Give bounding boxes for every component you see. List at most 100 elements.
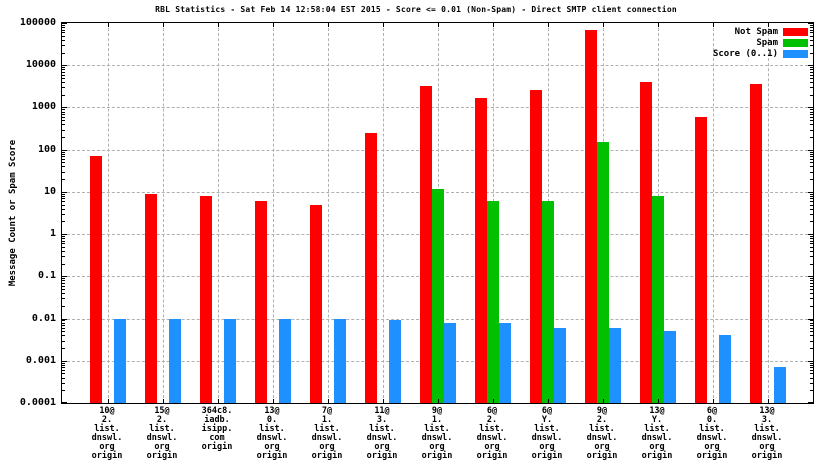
- x-axis-label: 9@ 2. list. dnswl. org origin: [586, 406, 618, 461]
- axis-tick: [62, 111, 65, 113]
- axis-tick: [163, 23, 164, 27]
- axis-tick: [62, 285, 65, 287]
- axis-tick: [810, 382, 813, 384]
- axis-tick: [62, 263, 65, 265]
- axis-tick: [62, 250, 65, 252]
- axis-tick: [713, 23, 714, 27]
- axis-tick: [62, 94, 65, 96]
- axis-tick: [810, 335, 813, 337]
- axis-tick: [218, 23, 219, 27]
- axis-tick: [810, 124, 813, 126]
- axis-tick: [62, 367, 65, 369]
- axis-tick: [810, 39, 813, 41]
- axis-tick: [62, 113, 65, 115]
- x-axis-label: 6@ 0. list. dnswl. org origin: [696, 406, 728, 461]
- axis-tick: [62, 348, 65, 350]
- bar-not-spam: [255, 201, 267, 403]
- axis-tick: [810, 171, 813, 173]
- axis-tick: [810, 153, 813, 155]
- bar-spam: [432, 188, 444, 403]
- y-axis-tick-label: 0.01: [31, 312, 56, 324]
- x-axis-label: 7@ 1. list. dnswl. org origin: [311, 406, 343, 461]
- axis-tick: [62, 293, 65, 295]
- axis-tick: [603, 23, 604, 27]
- axis-tick: [62, 204, 65, 206]
- bar-score-0-1: [774, 367, 786, 403]
- axis-tick: [62, 213, 65, 215]
- axis-tick: [62, 159, 65, 161]
- axis-tick: [62, 402, 67, 403]
- axis-tick: [548, 23, 549, 27]
- axis-tick: [713, 399, 714, 403]
- axis-tick: [810, 201, 813, 203]
- bar-spam: [652, 195, 664, 403]
- bar-not-spam: [640, 81, 652, 403]
- axis-tick: [62, 322, 65, 324]
- bar-not-spam: [475, 97, 487, 403]
- axis-tick: [493, 23, 494, 27]
- axis-tick: [810, 69, 813, 71]
- chart-title: RBL Statistics - Sat Feb 14 12:58:04 EST…: [155, 5, 677, 14]
- axis-tick: [810, 221, 813, 223]
- axis-tick: [328, 399, 329, 403]
- axis-tick: [810, 263, 813, 265]
- x-axis-label: 15@ 2. list. dnswl. org origin: [146, 406, 178, 461]
- v-gridline: [218, 23, 219, 403]
- axis-tick: [810, 348, 813, 350]
- axis-tick: [218, 399, 219, 403]
- bar-spam: [487, 201, 499, 403]
- axis-tick: [810, 94, 813, 96]
- axis-tick: [62, 282, 65, 284]
- axis-tick: [62, 24, 65, 26]
- axis-tick: [810, 213, 813, 215]
- bar-score-0-1: [609, 327, 621, 403]
- axis-tick: [810, 129, 813, 131]
- axis-tick: [810, 390, 813, 392]
- axis-tick: [62, 240, 65, 242]
- axis-tick: [808, 402, 813, 403]
- x-axis-label: 6@ Y. list. dnswl. org origin: [531, 406, 563, 461]
- axis-tick: [493, 399, 494, 403]
- bar-score-0-1: [554, 327, 566, 403]
- axis-tick: [810, 193, 813, 195]
- axis-tick: [62, 238, 65, 240]
- axis-tick: [328, 23, 329, 27]
- axis-tick: [62, 370, 65, 372]
- bar-not-spam: [585, 29, 597, 403]
- axis-tick: [808, 276, 813, 278]
- axis-tick: [658, 23, 659, 27]
- axis-tick: [62, 360, 67, 362]
- axis-tick: [810, 120, 813, 122]
- axis-tick: [810, 45, 813, 47]
- h-gridline: [62, 149, 813, 151]
- bar-spam: [542, 201, 554, 403]
- axis-tick: [808, 318, 813, 320]
- axis-tick: [810, 151, 813, 153]
- axis-tick: [62, 65, 67, 67]
- axis-tick: [810, 325, 813, 327]
- axis-tick: [62, 243, 65, 245]
- y-axis-tick-label: 0.0001: [19, 397, 56, 408]
- x-axis-label: 6@ 2. list. dnswl. org origin: [476, 406, 508, 461]
- x-axis-label: 13@ 3. list. dnswl. org origin: [751, 406, 783, 461]
- bar-not-spam: [695, 116, 707, 403]
- axis-tick: [810, 243, 813, 245]
- axis-tick: [810, 162, 813, 164]
- axis-tick: [62, 298, 65, 300]
- y-axis-tick-label: 1: [49, 228, 56, 240]
- axis-tick: [810, 24, 813, 26]
- axis-tick: [62, 129, 65, 131]
- v-gridline: [273, 23, 274, 403]
- axis-tick: [62, 156, 65, 158]
- axis-tick: [108, 23, 109, 27]
- axis-tick: [62, 45, 65, 47]
- axis-tick: [62, 276, 67, 278]
- axis-tick: [62, 107, 67, 109]
- v-gridline: [108, 23, 109, 403]
- axis-tick: [810, 246, 813, 248]
- bar-not-spam: [530, 89, 542, 403]
- bar-not-spam: [750, 84, 762, 403]
- legend-label: Spam: [756, 38, 778, 48]
- axis-tick: [62, 39, 65, 41]
- axis-tick: [62, 120, 65, 122]
